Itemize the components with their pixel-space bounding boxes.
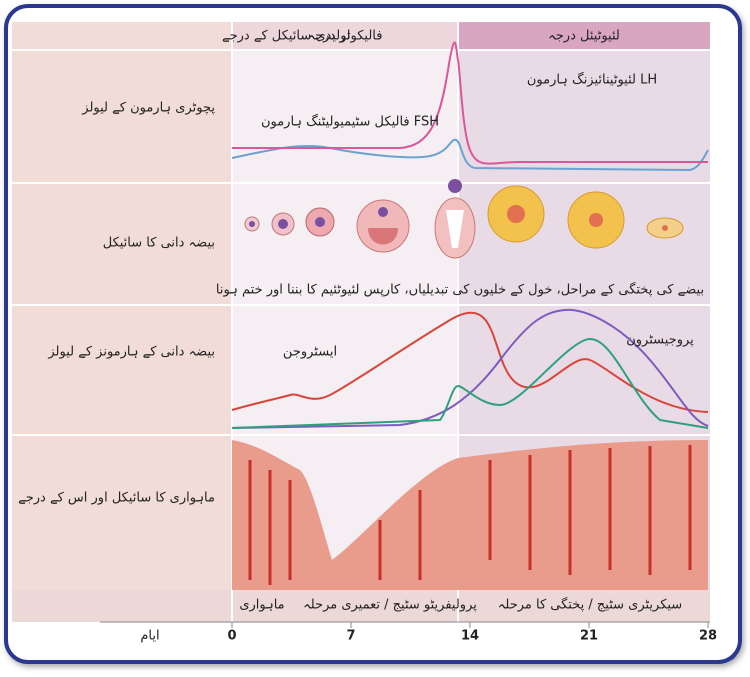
- follicular-label: فالیکولر درجہ: [308, 29, 383, 44]
- lh-label: لئیوٹینائیزنگ ہارمون LH: [527, 72, 657, 88]
- diagram: تولیدی سائیکل کے درجے فالیکولر درجہ لئیو…: [0, 0, 750, 677]
- luteal-label: لئیوٹیئل درجہ: [548, 29, 620, 44]
- tick-label: 21: [580, 629, 598, 644]
- tick-label: 14: [461, 629, 479, 644]
- row-label: بیضہ دانی کا سائیکل: [103, 236, 215, 251]
- stage-label: پرولیفریٹو سٹیج / تعمیری مرحلہ: [303, 598, 477, 613]
- row-label: ماہواری کا سائیکل اور اس کے درجے: [18, 491, 215, 506]
- stage-label: ماہواری: [239, 598, 284, 613]
- tick-label: 28: [699, 629, 717, 644]
- row-label: بیضہ دانی کے ہارمونز کے لیولز: [47, 345, 215, 360]
- ovary-caption: بیضے کی پختگی کے مراحل، خول کے خلیوں کی …: [216, 282, 704, 298]
- progesterone-label: پروجیسٹرون: [626, 333, 694, 348]
- fsh-label: فالیکل سٹیمیولیٹنگ ہارمون FSH: [261, 114, 439, 130]
- row-label: پچوٹری ہارمون کے لیولز: [81, 101, 215, 116]
- stage-label: سیکریٹری سٹیج / پختگی کا مرحلہ: [498, 597, 682, 613]
- tick-label: 7: [346, 629, 355, 644]
- estrogen-label: ایسٹروجن: [283, 345, 337, 360]
- tick-label: 0: [227, 629, 236, 644]
- axis-label: ایام: [140, 629, 159, 644]
